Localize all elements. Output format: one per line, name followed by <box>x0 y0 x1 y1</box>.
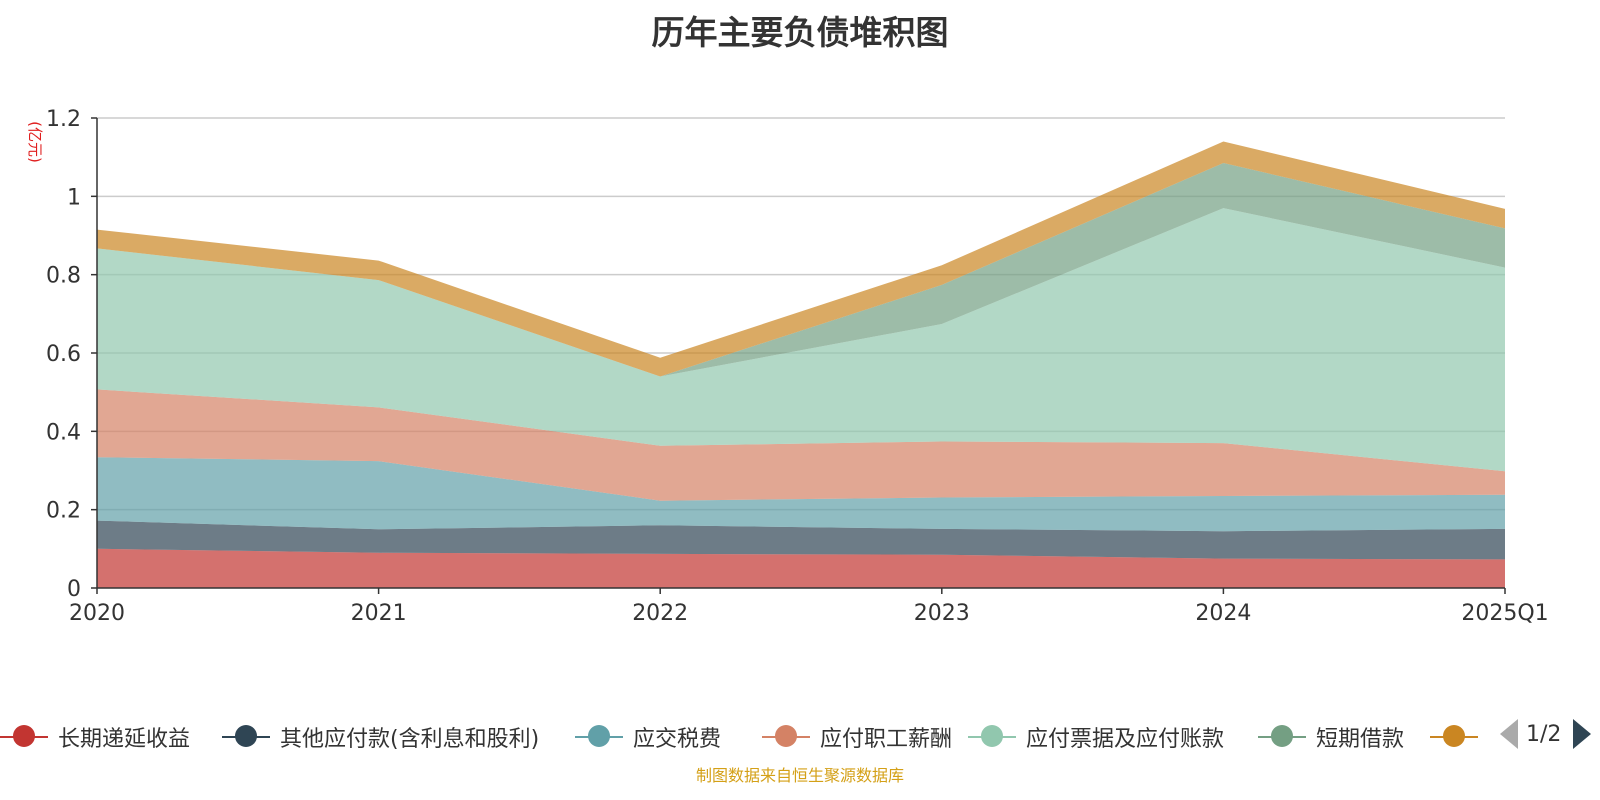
y-tick-label: 1 <box>67 185 81 210</box>
x-tick-label: 2021 <box>351 601 407 626</box>
legend-marker-icon <box>0 723 48 751</box>
chart-title: 历年主要负债堆积图 <box>651 13 949 52</box>
y-axis-unit: (亿元) <box>26 121 44 163</box>
legend-item[interactable]: 应交税费 <box>575 720 721 754</box>
legend-marker-icon <box>222 723 270 751</box>
legend-item[interactable]: 其他应付款(含利息和股利) <box>222 720 539 754</box>
legend-pager: 1/2 <box>1500 716 1592 752</box>
data-source-note: 制图数据来自恒生聚源数据库 <box>695 766 904 785</box>
y-tick-label: 0.8 <box>46 264 81 289</box>
x-tick-label: 2023 <box>914 601 970 626</box>
legend-label: 应付票据及应付账款 <box>1026 727 1225 752</box>
area-series-2 <box>97 457 1505 532</box>
legend-marker-icon <box>1258 723 1306 751</box>
legend-marker-icon <box>968 723 1016 751</box>
stacked-areas <box>97 141 1505 588</box>
legend-label: 应付职工薪酬 <box>820 727 953 752</box>
area-series-5 <box>97 163 1505 377</box>
legend: 长期递延收益 其他应付款(含利息和股利) 应交税费 应付职工薪酬 应付票据及应付账款 短期… <box>0 720 1600 754</box>
y-tick-label: 0.2 <box>46 499 81 524</box>
legend-item[interactable]: 应付职工薪酬 <box>762 720 952 754</box>
legend-marker-icon <box>762 723 810 751</box>
area-series-0 <box>97 548 1505 588</box>
legend-label: 应交税费 <box>633 727 722 752</box>
x-tick-label: 2024 <box>1195 601 1251 626</box>
x-tick-label: 2020 <box>69 601 125 626</box>
legend-marker-icon <box>1430 723 1478 751</box>
x-tick-label: 2022 <box>632 601 688 626</box>
legend-item[interactable] <box>1430 720 1488 754</box>
area-series-6 <box>97 141 1505 377</box>
area-series-1 <box>97 520 1505 560</box>
legend-item[interactable]: 应付票据及应付账款 <box>968 720 1224 754</box>
legend-marker-icon <box>575 723 623 751</box>
legend-label: 长期递延收益 <box>58 727 191 752</box>
pager-prev-icon[interactable] <box>1500 719 1518 749</box>
pager-page-text: 1/2 <box>1526 721 1562 747</box>
axes: 0 0.2 0.4 0.6 0.8 1 1.2 2020 2021 2022 2023 2024 202… <box>46 107 1549 626</box>
area-series-3 <box>97 389 1505 501</box>
y-tick-label: 0.4 <box>46 420 81 445</box>
legend-label: 其他应付款(含利息和股利) <box>280 727 540 752</box>
y-tick-label: 0 <box>67 577 81 602</box>
legend-item[interactable]: 长期递延收益 <box>0 720 190 754</box>
legend-label: 短期借款 <box>1316 727 1405 752</box>
y-tick-label: 1.2 <box>46 107 81 132</box>
area-series-4 <box>97 208 1505 472</box>
legend-item[interactable]: 短期借款 <box>1258 720 1404 754</box>
pager-next-icon[interactable] <box>1573 719 1592 749</box>
chart-canvas: 0 0.2 0.4 0.6 0.8 1 1.2 2020 2021 2022 2023 2024 202… <box>26 107 1549 626</box>
y-tick-label: 0.6 <box>46 342 81 367</box>
x-tick-label: 2025Q1 <box>1461 601 1548 626</box>
